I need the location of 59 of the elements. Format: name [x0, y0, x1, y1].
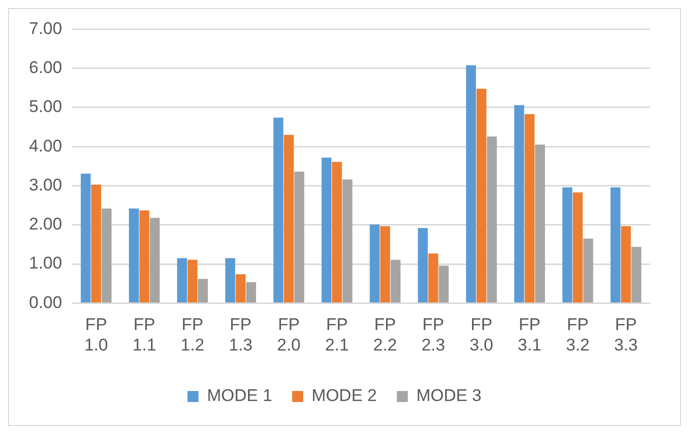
bar: [322, 158, 332, 302]
bar: [246, 282, 256, 302]
bar: [177, 258, 188, 302]
y-tick-label: 2.00: [28, 214, 62, 234]
bar: [610, 187, 620, 302]
bar: [139, 210, 150, 302]
legend-label: MODE 1: [206, 386, 272, 406]
y-tick-label: 6.00: [28, 58, 62, 78]
bar: [284, 134, 294, 302]
bar: [428, 253, 438, 302]
bar: [225, 258, 236, 302]
bar: [294, 172, 304, 302]
bar: [370, 224, 380, 302]
bar: [476, 88, 486, 302]
x-tick-label: FP 2.3: [421, 315, 446, 354]
y-tick-label: 4.00: [28, 136, 62, 156]
bar: [102, 208, 112, 302]
x-tick-label: FP 3.2: [566, 315, 590, 354]
bar: [188, 260, 198, 302]
x-tick-label: FP 2.0: [276, 315, 301, 354]
bar: [128, 208, 139, 302]
legend-label: MODE 2: [312, 386, 377, 406]
x-tick-label: FP 1.3: [228, 315, 252, 354]
legend-label: MODE 3: [416, 386, 482, 406]
y-tick-label: 0.00: [28, 292, 62, 312]
bar: [524, 114, 535, 302]
bar: [535, 144, 545, 302]
bar: [198, 278, 208, 302]
bar: [572, 192, 583, 302]
bar: [620, 226, 631, 302]
bar: [418, 228, 428, 302]
x-tick-label: FP 3.0: [470, 315, 494, 354]
bar: [438, 266, 449, 302]
x-tick-label: FP 3.1: [518, 315, 542, 354]
bar: [91, 184, 102, 302]
bar: [380, 226, 390, 302]
bar: [150, 218, 160, 302]
x-tick-label: FP 1.0: [84, 315, 108, 354]
bar: [631, 246, 642, 302]
bar: [80, 174, 91, 302]
bar: [562, 187, 572, 302]
bar: [273, 118, 284, 302]
bar: [486, 136, 497, 302]
bar: [466, 65, 476, 302]
bar: [236, 274, 246, 302]
x-tick-label: FP 2.2: [373, 315, 397, 354]
bar: [583, 238, 594, 302]
bar: [342, 180, 352, 302]
x-tick-label: FP 3.3: [614, 315, 638, 354]
bar: [514, 105, 524, 302]
y-tick-label: 1.00: [28, 254, 62, 273]
x-tick-label: FP 2.1: [325, 315, 349, 354]
bar: [332, 162, 342, 302]
y-tick-label: 3.00: [28, 175, 62, 194]
x-tick-label: FP 1.2: [180, 315, 204, 354]
bar: [390, 260, 401, 302]
x-tick-label: FP 1.1: [132, 315, 156, 354]
y-tick-label: 5.00: [28, 97, 62, 116]
y-tick-label: 7.00: [28, 18, 62, 38]
